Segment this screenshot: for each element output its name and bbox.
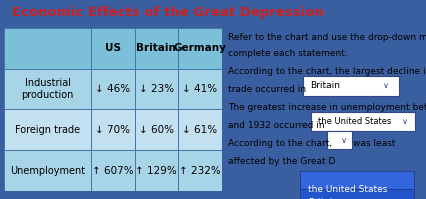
Text: Unemployment: Unemployment bbox=[10, 166, 85, 176]
Bar bbox=[91, 150, 135, 191]
Text: ↓ 61%: ↓ 61% bbox=[182, 125, 217, 135]
Text: ↑ 232%: ↑ 232% bbox=[179, 166, 221, 176]
Text: trade occurred in: trade occurred in bbox=[228, 85, 306, 94]
Text: Industrial
production: Industrial production bbox=[22, 78, 74, 100]
Text: Germany: Germany bbox=[173, 43, 226, 53]
Text: ∨: ∨ bbox=[402, 117, 408, 126]
Text: ↓ 70%: ↓ 70% bbox=[95, 125, 130, 135]
Bar bbox=[135, 150, 178, 191]
Text: was least: was least bbox=[353, 139, 395, 148]
Text: complete each statement.: complete each statement. bbox=[228, 49, 348, 58]
Bar bbox=[178, 150, 222, 191]
Text: ↓ 46%: ↓ 46% bbox=[95, 84, 130, 94]
Text: Economic Effects of the Great Depression: Economic Effects of the Great Depression bbox=[12, 6, 324, 20]
Text: US: US bbox=[105, 43, 121, 53]
Text: affected by the Great D: affected by the Great D bbox=[228, 157, 335, 166]
Text: and 1932 occurred in: and 1932 occurred in bbox=[228, 121, 324, 130]
Bar bbox=[91, 69, 135, 109]
FancyBboxPatch shape bbox=[327, 132, 352, 149]
Bar bbox=[178, 109, 222, 150]
Bar bbox=[135, 69, 178, 109]
Text: Britain: Britain bbox=[310, 81, 340, 90]
Bar bbox=[91, 109, 135, 150]
Text: ∨: ∨ bbox=[341, 136, 347, 145]
Bar bbox=[178, 28, 222, 69]
Bar bbox=[135, 28, 178, 69]
Text: ∨: ∨ bbox=[383, 81, 389, 90]
Text: According to the chart, the largest decline in foreign: According to the chart, the largest decl… bbox=[228, 67, 426, 76]
Bar bbox=[4, 69, 91, 109]
FancyBboxPatch shape bbox=[303, 76, 399, 96]
Bar bbox=[178, 69, 222, 109]
Text: Britain: Britain bbox=[136, 43, 176, 53]
Bar bbox=[300, 172, 414, 189]
Text: The greatest increase in unemployment between 1929: The greatest increase in unemployment be… bbox=[228, 103, 426, 112]
Bar bbox=[4, 28, 91, 69]
Text: Britain: Britain bbox=[308, 198, 338, 199]
Text: the United States: the United States bbox=[308, 185, 388, 194]
Text: ↑ 129%: ↑ 129% bbox=[135, 166, 177, 176]
Bar bbox=[135, 109, 178, 150]
Text: Refer to the chart and use the drop-down menu to: Refer to the chart and use the drop-down… bbox=[228, 33, 426, 42]
Text: ↓ 23%: ↓ 23% bbox=[139, 84, 174, 94]
Text: ↓ 60%: ↓ 60% bbox=[139, 125, 174, 135]
Text: ↑ 607%: ↑ 607% bbox=[92, 166, 134, 176]
Text: ↓ 41%: ↓ 41% bbox=[182, 84, 217, 94]
Text: Foreign trade: Foreign trade bbox=[15, 125, 80, 135]
Bar bbox=[4, 109, 91, 150]
Text: the United States: the United States bbox=[318, 117, 391, 126]
Bar bbox=[91, 28, 135, 69]
Bar bbox=[300, 189, 414, 199]
FancyBboxPatch shape bbox=[311, 112, 415, 132]
Text: According to the chart,: According to the chart, bbox=[228, 139, 332, 148]
Bar bbox=[4, 150, 91, 191]
